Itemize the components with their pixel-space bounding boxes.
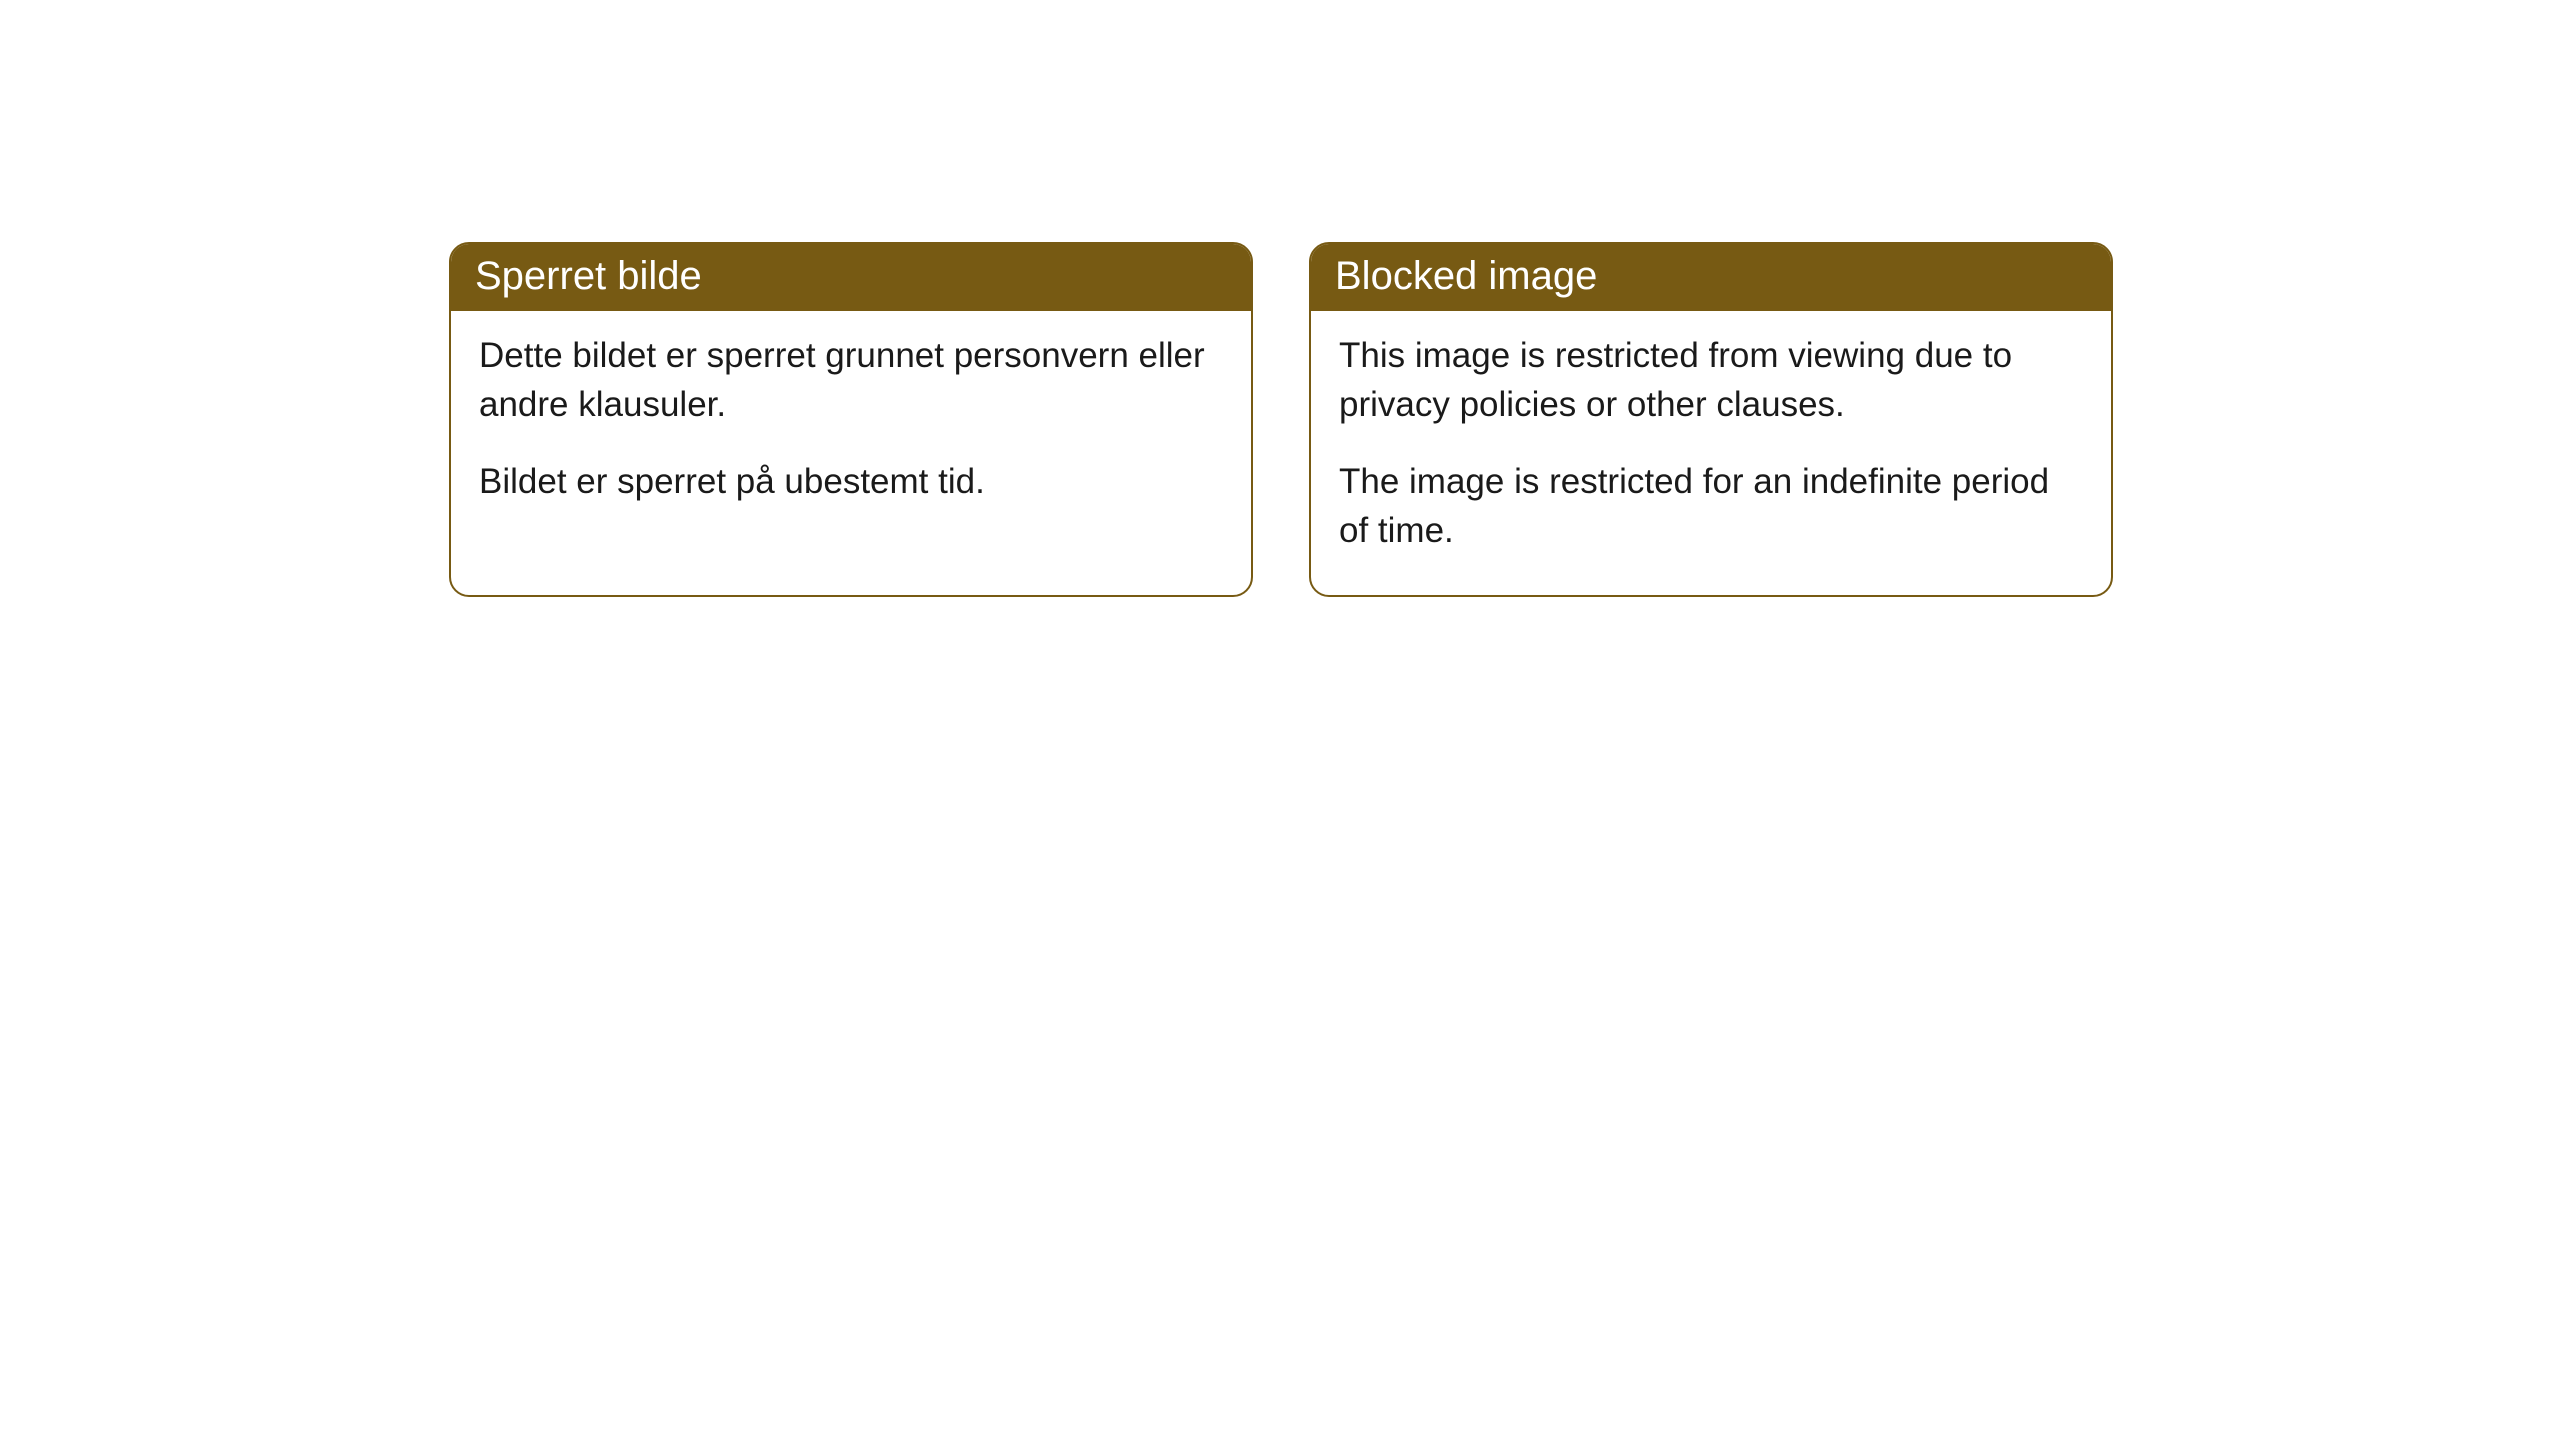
card-body: This image is restricted from viewing du…: [1311, 311, 2111, 595]
card-title: Blocked image: [1335, 254, 1597, 298]
card-paragraph: Bildet er sperret på ubestemt tid.: [479, 457, 1223, 506]
card-header: Sperret bilde: [451, 244, 1251, 311]
card-paragraph: This image is restricted from viewing du…: [1339, 331, 2083, 429]
card-paragraph: Dette bildet er sperret grunnet personve…: [479, 331, 1223, 429]
card-title: Sperret bilde: [475, 254, 702, 298]
card-paragraph: The image is restricted for an indefinit…: [1339, 457, 2083, 555]
notice-card-english: Blocked image This image is restricted f…: [1309, 242, 2113, 597]
card-header: Blocked image: [1311, 244, 2111, 311]
notice-container: Sperret bilde Dette bildet er sperret gr…: [449, 242, 2113, 597]
card-body: Dette bildet er sperret grunnet personve…: [451, 311, 1251, 546]
notice-card-norwegian: Sperret bilde Dette bildet er sperret gr…: [449, 242, 1253, 597]
